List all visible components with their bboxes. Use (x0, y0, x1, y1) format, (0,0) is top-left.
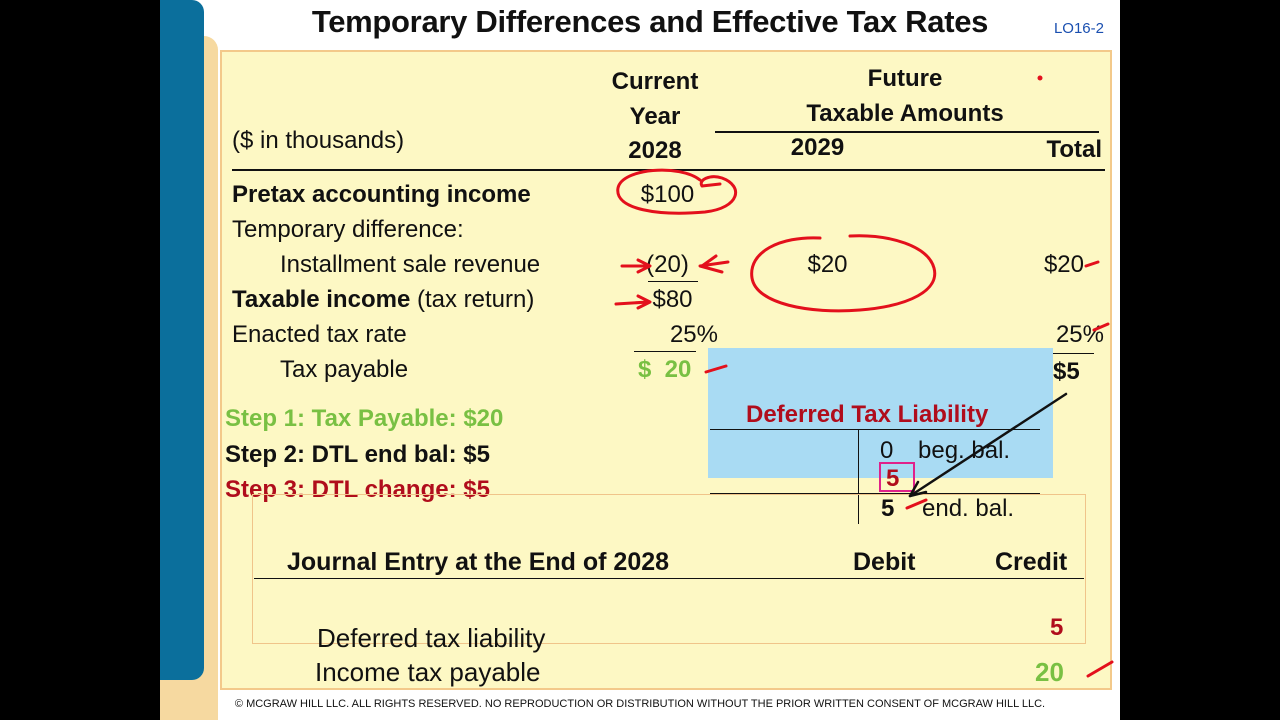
journal-header-rule (254, 578, 1084, 579)
side-accent-blue (160, 0, 204, 680)
units-label: ($ in thousands) (232, 127, 405, 154)
copyright-footer: © MCGRAW HILL LLC. ALL RIGHTS RESERVED. … (234, 698, 1046, 710)
taxable-income-label: Taxable income (tax return) (232, 286, 534, 314)
tax-payable-label: Tax payable (280, 356, 409, 383)
dtl-t-account (708, 348, 1053, 478)
pretax-current: $100 (640, 181, 695, 208)
journal-credit-header: Credit (995, 548, 1068, 576)
ink-tick-dtl-end (905, 498, 928, 510)
installment-underline (648, 281, 698, 282)
journal-title: Journal Entry at the End of 2028 (287, 548, 670, 576)
journal-debit-header: Debit (853, 548, 916, 576)
tax-payable-current: $ 20 (638, 356, 692, 383)
ink-circle-2029 (750, 234, 937, 313)
dtl-top-rule (710, 429, 1040, 430)
dtl-end-label: end. bal. (922, 495, 1015, 522)
taxable-income-note: (tax return) (416, 286, 535, 313)
installment-2029: $20 (807, 251, 848, 278)
header-2029: 2029 (790, 134, 845, 161)
step-1: Step 1: Tax Payable: $20 (225, 405, 504, 432)
tax-payable-total: $5 (1053, 358, 1080, 385)
journal-line2-credit: 20 (1035, 657, 1064, 687)
pretax-label: Pretax accounting income (232, 181, 531, 208)
journal-entry-box (252, 494, 1086, 644)
dtl-bottom-rule (710, 493, 1040, 494)
ink-arrow-installment (620, 254, 730, 274)
journal-line1-credit: 5 (1050, 614, 1064, 641)
lo-tag: LO16-2 (1053, 20, 1104, 37)
ink-tick-installment-total (1084, 260, 1100, 268)
taxable-current: $80 (652, 286, 693, 313)
rate-total: 25% (1055, 321, 1104, 348)
installment-current: (20) (646, 251, 689, 278)
dtl-change-box (879, 462, 915, 492)
step-3: Step 3: DTL change: $5 (225, 476, 490, 503)
installment-total: $20 (1043, 251, 1084, 278)
header-current-line3: 2028 (628, 137, 682, 164)
taxable-income-bold: Taxable income (232, 286, 411, 313)
dtl-beg-value: 0 (880, 437, 894, 464)
ink-arrow-to-dtl (908, 392, 1068, 498)
header-total: Total (1046, 136, 1102, 163)
rate-underline-current (634, 351, 696, 352)
header-current-line2: Year (629, 103, 681, 130)
rate-current: 25% (669, 321, 718, 348)
ink-circle-pretax (616, 168, 737, 215)
journal-line2-account: Income tax payable (315, 657, 541, 687)
installment-label: Installment sale revenue (280, 251, 541, 278)
rate-underline-total (1034, 353, 1094, 354)
future-header-rule (715, 131, 1099, 133)
slide-title: Temporary Differences and Effective Tax … (311, 4, 989, 39)
header-current-line1: Current (611, 68, 699, 95)
slide: Temporary Differences and Effective Tax … (160, 0, 1120, 720)
ink-dot (1037, 75, 1043, 81)
header-future-line1: Future (867, 65, 943, 92)
journal-line1-account: Deferred tax liability (317, 623, 546, 653)
ink-arrow-taxable (614, 294, 652, 310)
ink-tick-rate-total (1092, 322, 1110, 332)
temp-diff-label: Temporary difference: (232, 216, 464, 243)
ink-tick-payable (704, 364, 728, 374)
dtl-center-rule (858, 430, 859, 524)
dtl-change-value: 5 (886, 465, 900, 492)
dtl-end-value: 5 (881, 495, 895, 522)
dtl-title: Deferred Tax Liability (746, 401, 989, 428)
ink-tick-income-tax-payable (1086, 660, 1114, 678)
header-future-line2: Taxable Amounts (806, 100, 1004, 127)
rate-label: Enacted tax rate (232, 321, 407, 348)
ink-annotations (614, 75, 1114, 678)
step-2: Step 2: DTL end bal: $5 (225, 441, 490, 468)
